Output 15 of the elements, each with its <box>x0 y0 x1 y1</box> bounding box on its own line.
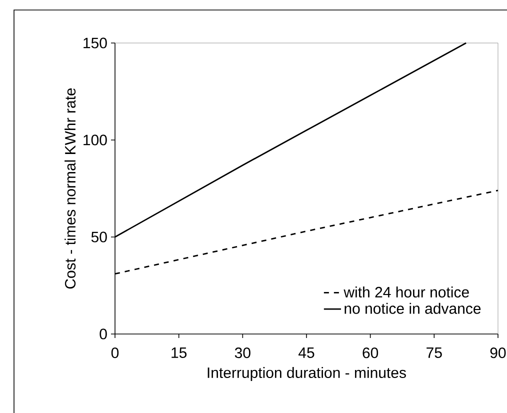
y-tick-label: 100 <box>84 134 107 146</box>
legend-label: with 24 hour notice <box>344 286 469 298</box>
y-tick-label: 150 <box>84 38 107 48</box>
x-tick-label: 60 <box>362 348 378 358</box>
x-axis-title: Interruption duration - minutes <box>208 367 406 381</box>
y-axis-title: Cost - times normal KWhr rate <box>64 88 76 289</box>
x-tick-label: 75 <box>426 348 442 358</box>
x-tick-label: 45 <box>298 348 314 358</box>
y-tick-label: 0 <box>100 328 107 340</box>
x-tick-label: 0 <box>111 348 119 358</box>
x-tick-label: 30 <box>234 348 250 358</box>
x-tick-label: 15 <box>172 348 187 358</box>
x-tick-label: 90 <box>490 348 506 358</box>
y-tick-label: 50 <box>91 232 107 242</box>
legend-label: no notice in advance <box>344 302 481 314</box>
